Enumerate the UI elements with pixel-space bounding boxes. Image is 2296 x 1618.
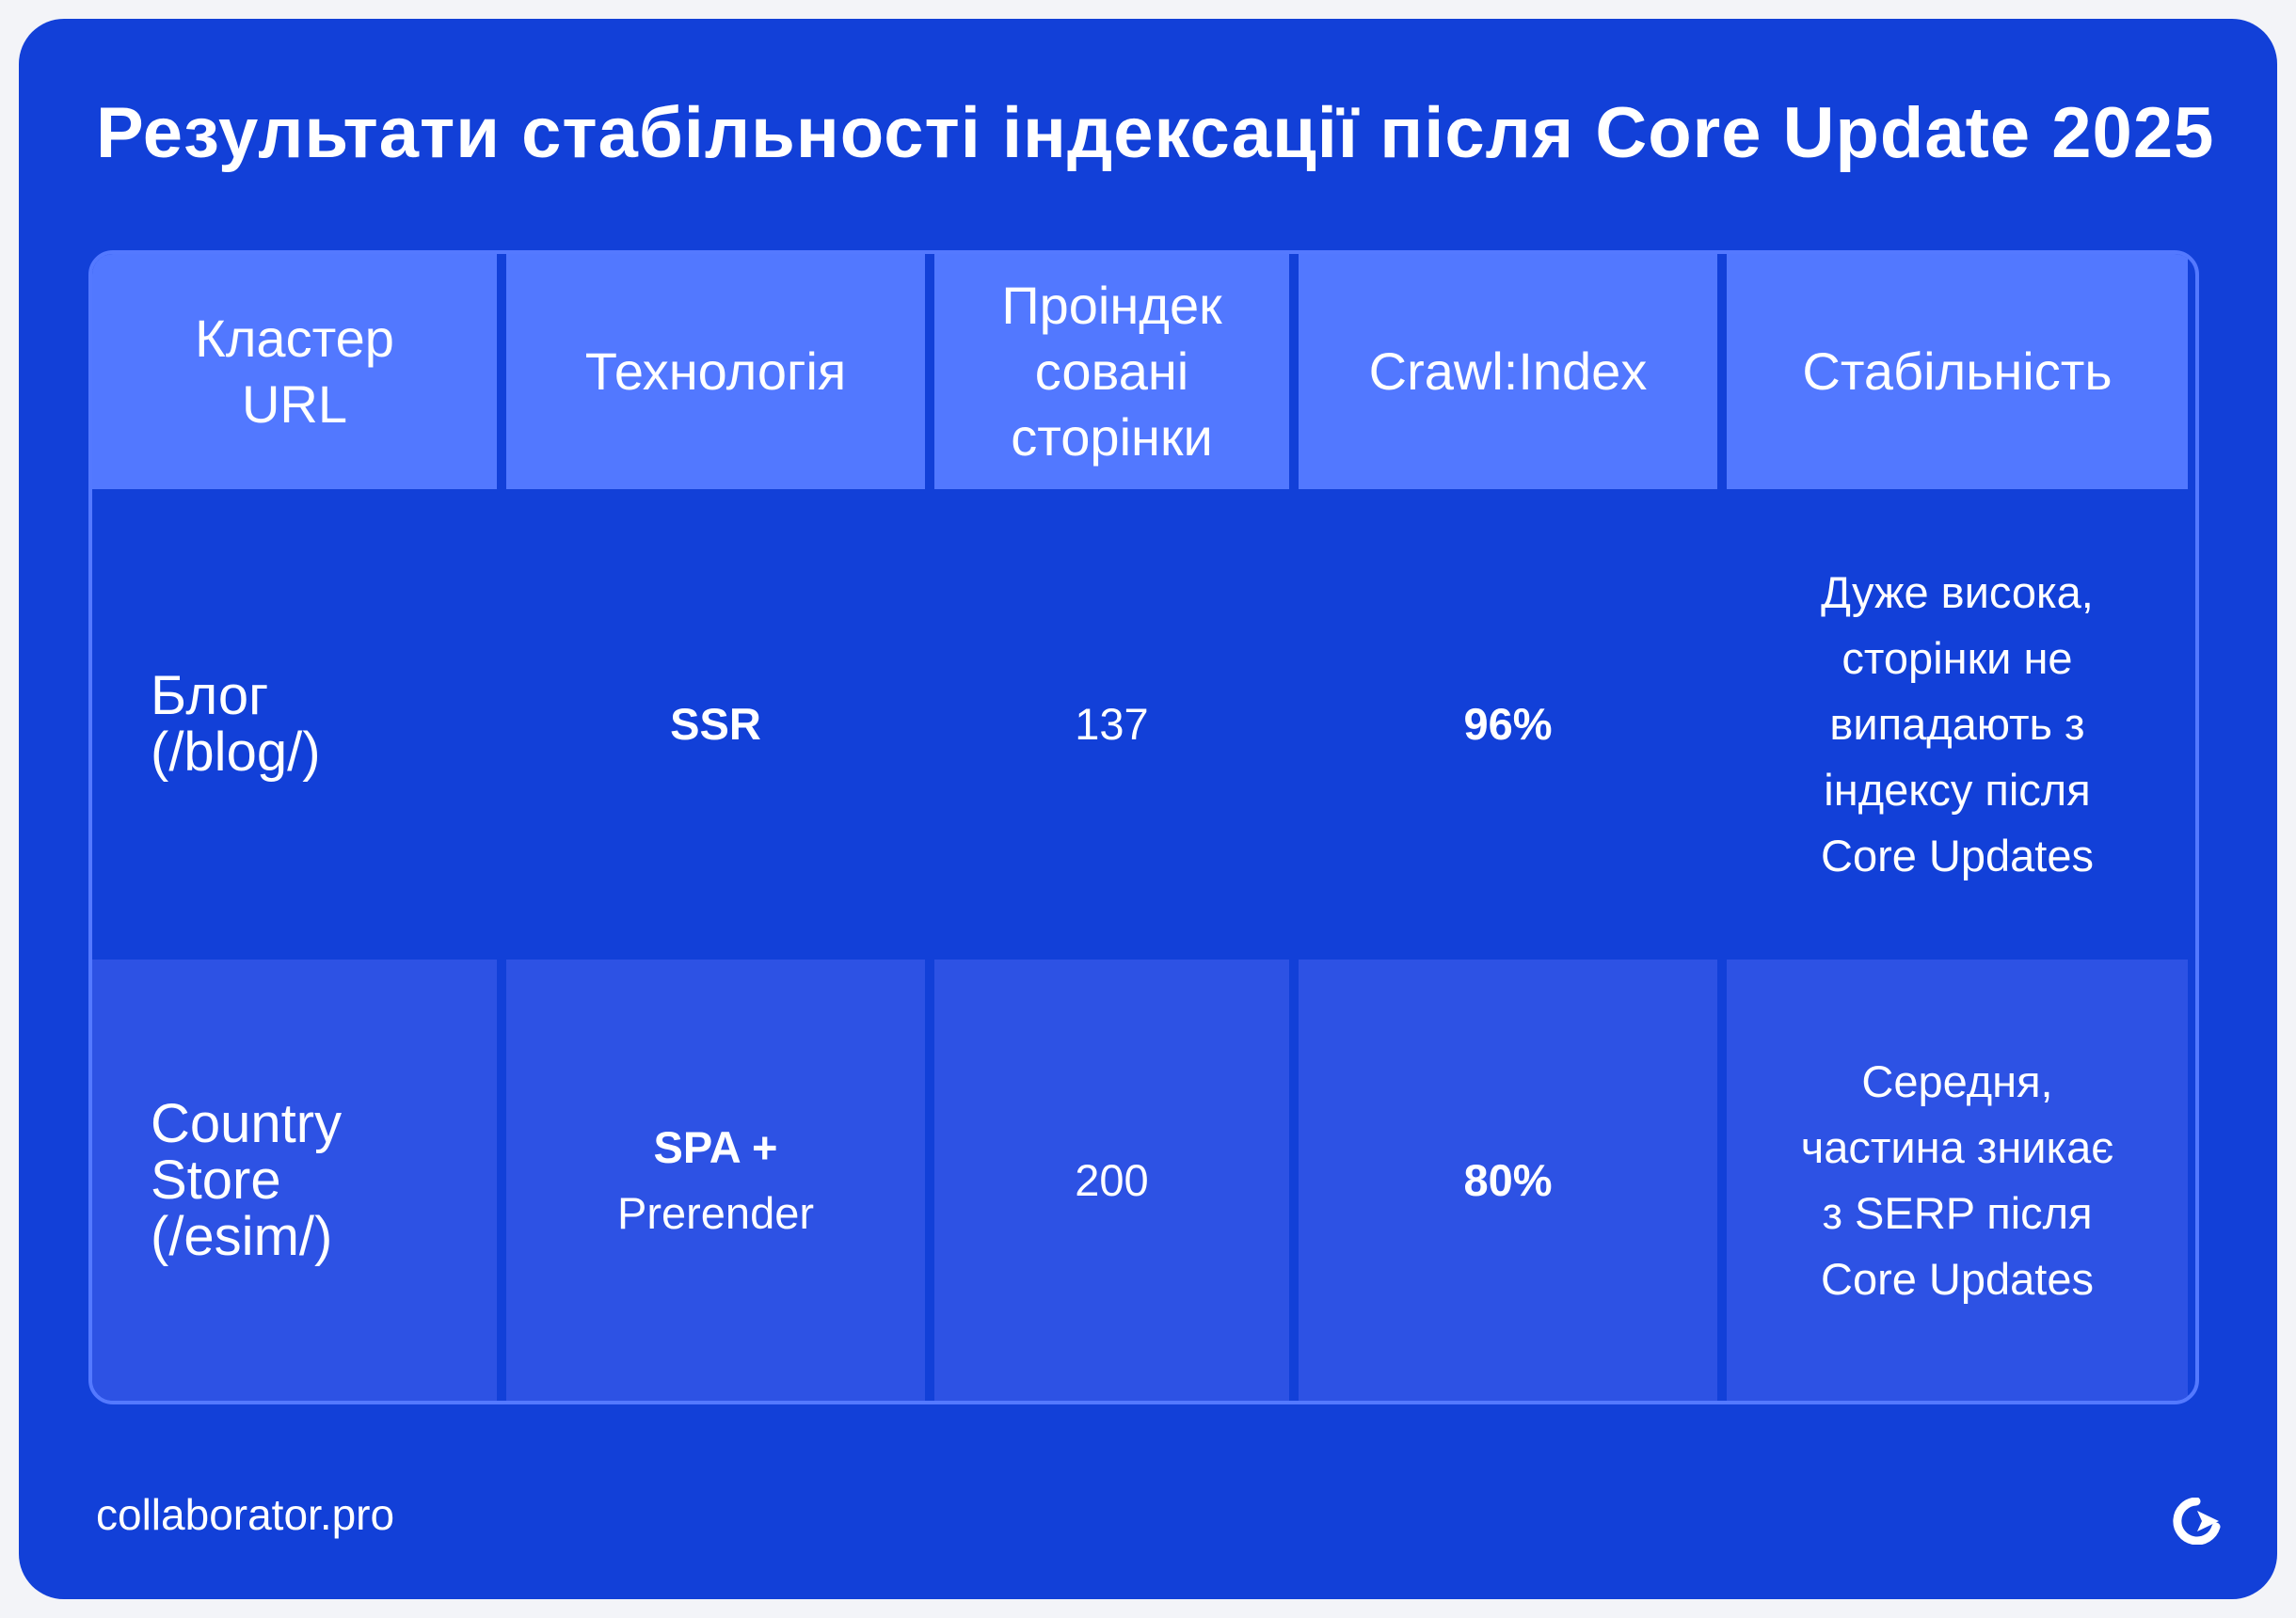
- technology-label: SSR: [670, 691, 761, 757]
- table-row-2-stability: Середня, частина зникає з SERP після Cor…: [1727, 960, 2188, 1401]
- header-cluster-label: Кластер URL: [195, 309, 394, 434]
- header-indexed-pages-label: Проіндек сованi сторінки: [1001, 276, 1222, 467]
- technology-rest: Prerender: [617, 1187, 814, 1238]
- table-row-2-indexed-pages: 200: [934, 960, 1289, 1401]
- indexed-pages-value: 200: [1075, 1154, 1149, 1205]
- table-row-2-technology: SPA + Prerender: [506, 960, 925, 1401]
- table-row-1-crawl-index: 96%: [1299, 489, 1717, 960]
- header-stability-label: Стабільність: [1802, 341, 2113, 401]
- header-technology-label: Технологія: [584, 341, 847, 401]
- indexed-pages-value: 137: [1075, 699, 1149, 749]
- page-title: Результати стабільності індексації після…: [96, 93, 2215, 173]
- header-crawl-index: Crawl:Index: [1299, 254, 1717, 489]
- stability-text: Дуже висока, сторінки не випадають з інд…: [1821, 567, 2094, 880]
- header-crawl-index-label: Crawl:Index: [1368, 341, 1648, 401]
- collaborator-logo-icon: [2173, 1498, 2221, 1545]
- header-cluster: Кластер URL: [92, 254, 497, 489]
- header-indexed-pages: Проіндек сованi сторінки: [934, 254, 1289, 489]
- table-row-2-crawl-index: 80%: [1299, 960, 1717, 1401]
- footer-site-link[interactable]: collaborator.pro: [96, 1490, 395, 1539]
- cluster-label: Country Store (/esim/): [151, 1092, 343, 1267]
- results-table: Кластер URL Технологія Проіндек сованi с…: [88, 250, 2199, 1404]
- table-row-1-cluster: Блог (/blog/): [92, 489, 497, 960]
- header-technology: Технологія: [506, 254, 925, 489]
- table-row-2-cluster: Country Store (/esim/): [92, 960, 497, 1401]
- technology-label: SPA + Prerender: [617, 1115, 814, 1246]
- table-row-1-indexed-pages: 137: [934, 489, 1289, 960]
- stability-text: Середня, частина зникає з SERP після Cor…: [1800, 1055, 2114, 1304]
- crawl-index-value: 80%: [1463, 1154, 1553, 1205]
- crawl-index-value: 96%: [1463, 699, 1553, 749]
- table-row-1-technology: SSR: [506, 489, 925, 960]
- technology-bold: SSR: [670, 699, 761, 749]
- header-stability: Стабільність: [1727, 254, 2188, 489]
- infographic-card: Результати стабільності індексації після…: [19, 19, 2277, 1599]
- cluster-label: Блог (/blog/): [151, 665, 321, 783]
- technology-bold: SPA +: [653, 1121, 778, 1172]
- table-row-1-stability: Дуже висока, сторінки не випадають з інд…: [1727, 489, 2188, 960]
